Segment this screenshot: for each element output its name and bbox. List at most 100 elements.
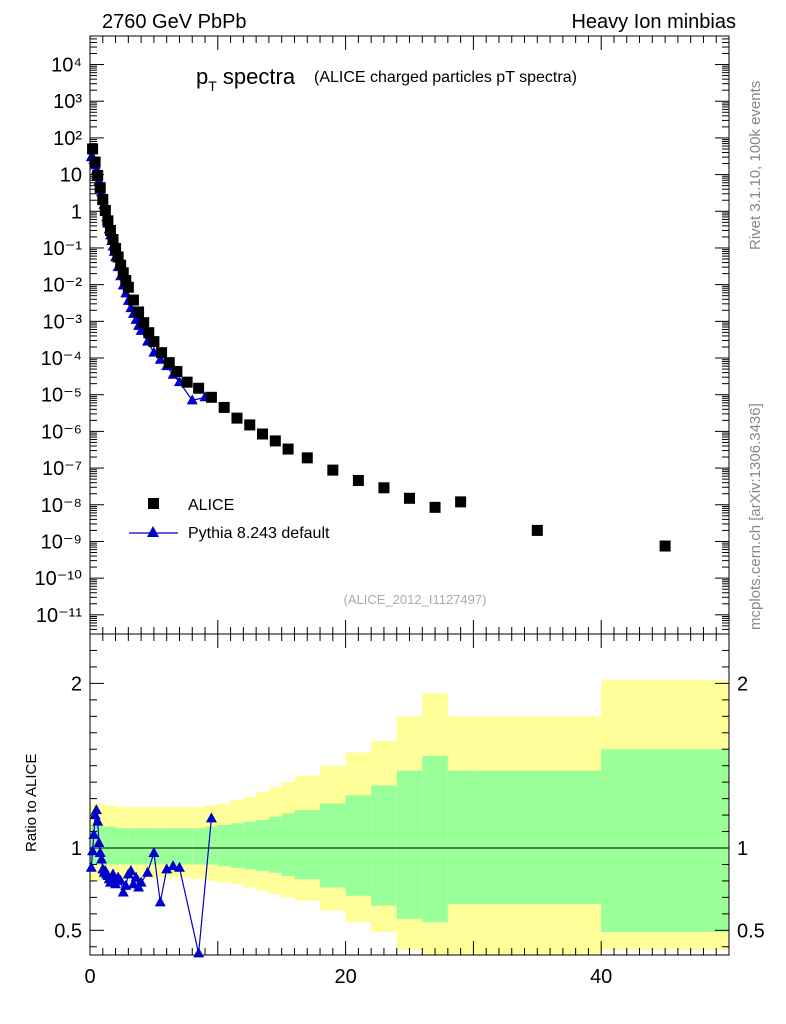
data-point bbox=[429, 501, 441, 513]
y-tick-label: 10⁻⁴ bbox=[41, 348, 82, 370]
y-tick-label: 10⁻⁷ bbox=[42, 458, 82, 480]
y-tick-label: 10⁻³ bbox=[43, 311, 83, 333]
ratio-point bbox=[92, 815, 104, 826]
data-point bbox=[282, 443, 294, 455]
ratio-point bbox=[205, 812, 217, 823]
data-point bbox=[138, 317, 150, 329]
ratio-point bbox=[93, 837, 105, 848]
ratio-y-tick-label-right: 2 bbox=[737, 673, 748, 695]
data-point bbox=[269, 435, 281, 447]
ratio-point bbox=[125, 865, 137, 876]
data-point bbox=[404, 492, 415, 504]
mc-point bbox=[186, 394, 198, 405]
axis-layer: 0 20 40 10⁻¹¹ 10⁻¹⁰ 10⁻⁹ 10⁻⁸ 10⁻⁷ 10⁻⁶ 10⁻⁵ 10⁻⁴ 1… bbox=[35, 35, 765, 988]
data-point bbox=[156, 347, 168, 359]
y-tick-label: 10⁻⁹ bbox=[41, 531, 82, 553]
ratio-point bbox=[85, 861, 97, 872]
data-point bbox=[92, 169, 104, 181]
ratio-band-inner bbox=[422, 755, 448, 923]
data-point bbox=[122, 281, 134, 293]
ratio-band-inner bbox=[601, 749, 729, 932]
ratio-point bbox=[110, 878, 122, 889]
data-point bbox=[133, 306, 145, 318]
plot-title-subscript: T bbox=[208, 78, 217, 94]
ratio-point bbox=[117, 886, 129, 897]
ratio-y-axis-label: Ratio to ALICE bbox=[23, 754, 40, 852]
legend-data-marker bbox=[148, 498, 159, 509]
data-point bbox=[143, 327, 155, 339]
y-tick-label: 10⁻⁶ bbox=[41, 421, 82, 443]
data-point bbox=[218, 401, 230, 413]
ratio-band-inner bbox=[345, 795, 372, 896]
main-plot-layer bbox=[85, 143, 671, 552]
ratio-band-inner bbox=[268, 816, 282, 873]
data-point bbox=[117, 267, 129, 279]
data-point bbox=[110, 242, 122, 254]
ratio-plot-layer bbox=[85, 804, 217, 958]
y-tick-label: 10⁻¹ bbox=[43, 238, 83, 260]
ratio-band-inner bbox=[371, 785, 397, 906]
data-point bbox=[127, 294, 139, 306]
ratio-point bbox=[96, 853, 108, 864]
data-point bbox=[97, 193, 109, 205]
ratio-point bbox=[88, 828, 100, 839]
data-point bbox=[327, 464, 339, 476]
header-right-label: Heavy Ion minbias bbox=[571, 11, 736, 33]
data-point bbox=[94, 182, 106, 194]
plot-title-p: p bbox=[196, 64, 208, 89]
mc-point bbox=[154, 353, 166, 364]
legend-mc-label: Pythia 8.243 default bbox=[188, 525, 330, 542]
ratio-band-inner bbox=[447, 770, 474, 904]
data-point bbox=[112, 251, 124, 263]
data-point bbox=[659, 540, 671, 552]
y-tick-label: 10² bbox=[53, 128, 82, 150]
ratio-band-inner bbox=[217, 824, 231, 867]
ratio-point bbox=[87, 845, 99, 856]
data-point bbox=[193, 382, 205, 394]
data-point bbox=[107, 234, 119, 246]
ratio-point bbox=[135, 876, 147, 887]
plot-title: pT spectra bbox=[196, 64, 296, 94]
data-point bbox=[378, 482, 390, 494]
ratio-point bbox=[130, 871, 142, 882]
ratio-band-inner bbox=[153, 828, 167, 865]
ratio-band-inner bbox=[281, 813, 295, 876]
data-point bbox=[231, 412, 243, 424]
data-point bbox=[301, 452, 313, 464]
y-tick-label: 10⁻² bbox=[43, 275, 83, 297]
data-point bbox=[89, 156, 101, 168]
ratio-y-tick-label: 0.5 bbox=[54, 920, 82, 942]
ratio-point bbox=[90, 804, 102, 815]
ratio-point bbox=[115, 874, 127, 885]
ratio-band-inner bbox=[179, 828, 193, 865]
data-point bbox=[99, 205, 111, 217]
data-point bbox=[455, 496, 467, 508]
y-tick-label: 10⁴ bbox=[51, 55, 82, 77]
ratio-point bbox=[167, 860, 179, 871]
rivet-version-label: Rivet 3.1.10, 100k events bbox=[747, 81, 764, 250]
ratio-y-tick-label: 1 bbox=[71, 838, 82, 860]
ratio-point bbox=[173, 861, 185, 872]
ratio-band-inner bbox=[473, 770, 602, 904]
y-tick-label: 10⁻⁵ bbox=[41, 385, 82, 407]
ratio-band-inner bbox=[102, 826, 116, 865]
analysis-ref-label: (ALICE_2012_I1127497) bbox=[344, 592, 487, 607]
data-point bbox=[148, 336, 160, 348]
data-point bbox=[531, 524, 543, 536]
ratio-band-layer bbox=[90, 680, 729, 955]
y-tick-label: 1 bbox=[71, 201, 82, 223]
ratio-band-inner bbox=[205, 826, 218, 865]
data-point bbox=[163, 357, 175, 369]
ratio-point bbox=[193, 947, 205, 958]
mcplots-label: mcplots.cern.ch [arXiv:1306.3436] bbox=[747, 403, 764, 630]
header-left-label: 2760 GeV PbPb bbox=[102, 11, 247, 33]
data-point bbox=[181, 376, 193, 388]
ratio-band-inner bbox=[256, 820, 269, 872]
data-point bbox=[352, 474, 364, 486]
y-tick-label: 10³ bbox=[53, 91, 82, 113]
data-point bbox=[115, 259, 127, 271]
y-tick-label: 10⁻¹¹ bbox=[36, 605, 82, 627]
plot-title-rest: spectra bbox=[217, 64, 296, 89]
ratio-band-inner bbox=[166, 828, 180, 865]
